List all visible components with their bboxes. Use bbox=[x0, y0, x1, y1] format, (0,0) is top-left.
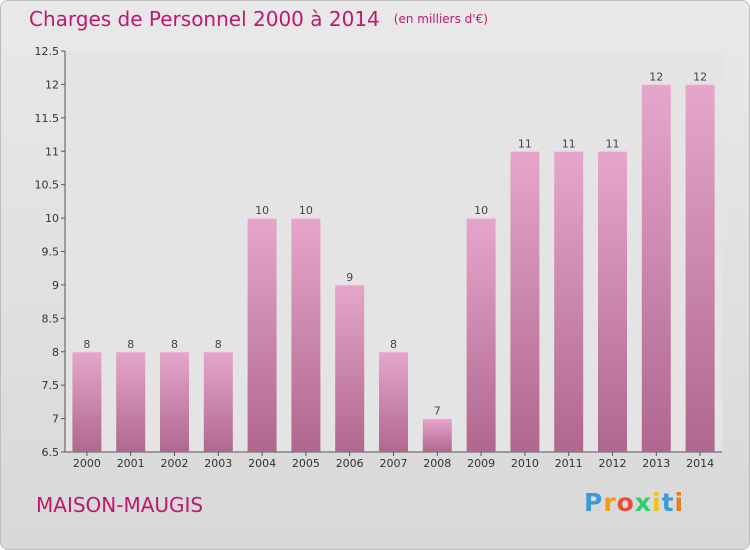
data-label: 8 bbox=[83, 338, 90, 351]
chart-unit-text: (en milliers d'€) bbox=[393, 12, 488, 26]
x-tick-label: 2002 bbox=[161, 457, 189, 470]
bar-2000 bbox=[72, 351, 102, 452]
bar-2006 bbox=[335, 284, 365, 452]
x-tick-label: 2010 bbox=[511, 457, 539, 470]
x-tick-label: 2000 bbox=[73, 457, 101, 470]
data-label: 11 bbox=[518, 137, 532, 150]
x-tick-label: 2013 bbox=[642, 457, 670, 470]
x-tick-label: 2007 bbox=[380, 457, 408, 470]
bar-2004 bbox=[247, 218, 277, 452]
y-tick-label: 7 bbox=[52, 413, 59, 426]
x-tick-label: 2003 bbox=[204, 457, 232, 470]
logo-letter: x bbox=[634, 488, 652, 517]
y-tick-label: 8.5 bbox=[42, 312, 60, 325]
bar-2003 bbox=[203, 351, 233, 452]
proxiti-logo: Proxiti bbox=[584, 488, 684, 517]
data-label: 12 bbox=[649, 70, 663, 83]
data-label: 7 bbox=[434, 405, 441, 418]
bar-2007 bbox=[379, 351, 408, 452]
logo-letter: o bbox=[616, 488, 635, 517]
bar-2009 bbox=[466, 218, 496, 452]
bar-2012 bbox=[598, 151, 627, 452]
logo-letter: i bbox=[652, 488, 662, 517]
chart-title-text: Charges de Personnel 2000 à 2014 bbox=[29, 7, 380, 31]
data-label: 8 bbox=[390, 338, 397, 351]
bar-2010 bbox=[510, 151, 540, 452]
bar-2013 bbox=[641, 84, 671, 453]
y-tick-label: 12 bbox=[45, 78, 59, 91]
y-tick-label: 11.5 bbox=[35, 112, 60, 125]
x-tick-label: 2005 bbox=[292, 457, 320, 470]
logo-letter: r bbox=[603, 488, 617, 517]
x-tick-label: 2011 bbox=[555, 457, 583, 470]
y-tick-label: 10 bbox=[45, 212, 59, 225]
data-label: 11 bbox=[562, 137, 576, 150]
y-tick-label: 9.5 bbox=[42, 246, 60, 259]
data-label: 10 bbox=[299, 204, 313, 217]
x-tick-label: 2009 bbox=[467, 457, 495, 470]
x-tick-label: 2001 bbox=[117, 457, 145, 470]
x-tick-label: 2014 bbox=[686, 457, 714, 470]
bar-2001 bbox=[116, 351, 146, 452]
x-tick-label: 2012 bbox=[599, 457, 627, 470]
y-tick-label: 10.5 bbox=[35, 179, 60, 192]
data-label: 8 bbox=[215, 338, 222, 351]
logo-letter: i bbox=[674, 488, 685, 517]
logo-letter: P bbox=[584, 488, 604, 517]
data-label: 8 bbox=[171, 338, 178, 351]
y-tick-label: 12.5 bbox=[35, 45, 60, 58]
y-tick-label: 9 bbox=[52, 279, 59, 292]
data-label: 12 bbox=[693, 70, 707, 83]
data-label: 9 bbox=[346, 271, 353, 284]
data-label: 8 bbox=[127, 338, 134, 351]
logo-letter: t bbox=[661, 488, 675, 517]
bar-2002 bbox=[160, 351, 189, 452]
x-tick-label: 2008 bbox=[423, 457, 451, 470]
bar-2011 bbox=[554, 151, 584, 452]
y-tick-label: 7.5 bbox=[42, 379, 60, 392]
x-tick-label: 2004 bbox=[248, 457, 276, 470]
bar-2005 bbox=[291, 218, 321, 452]
x-tick-label: 2006 bbox=[336, 457, 364, 470]
y-tick-label: 11 bbox=[45, 145, 59, 158]
data-label: 10 bbox=[474, 204, 488, 217]
data-label: 11 bbox=[606, 137, 620, 150]
y-tick-label: 6.5 bbox=[42, 446, 60, 459]
data-label: 10 bbox=[255, 204, 269, 217]
bar-2008 bbox=[422, 418, 452, 452]
commune-name: MAISON-MAUGIS bbox=[36, 493, 204, 517]
bar-2014 bbox=[685, 84, 715, 453]
y-tick-label: 8 bbox=[52, 346, 59, 359]
chart-title: Charges de Personnel 2000 à 2014 (en mill… bbox=[29, 7, 488, 31]
